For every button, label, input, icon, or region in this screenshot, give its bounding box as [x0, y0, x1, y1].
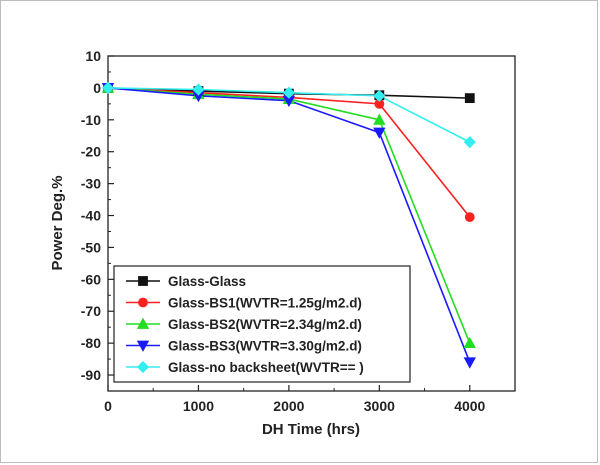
x-axis-label: DH Time (hrs): [262, 421, 360, 438]
data-point-1-4: [464, 212, 475, 223]
data-point-2-3: [373, 113, 386, 125]
x-tick-label: 1000: [183, 398, 214, 414]
series-markers: [101, 81, 476, 369]
data-point-4-0: [101, 81, 115, 94]
legend-marker-0: [138, 276, 148, 286]
legend: Glass-Glass Glass-BS1(WVTR=1.25g/m2.d) Gla…: [113, 265, 411, 383]
legend-marker-3: [136, 340, 150, 352]
legend-label-0: Glass-Glass: [168, 274, 246, 289]
y-tick-label: -20: [81, 144, 101, 160]
x-tick-label: 4000: [454, 398, 485, 414]
x-tick-label: 0: [104, 398, 112, 414]
y-tick-label: -10: [81, 112, 101, 128]
y-tick-label: -70: [81, 303, 101, 319]
y-tick-label: -50: [81, 239, 101, 255]
legend-label-2: Glass-BS2(WVTR=2.34g/m2.d): [168, 317, 362, 332]
legend-label-3: Glass-BS3(WVTR=3.30g/m2.d): [168, 339, 362, 354]
data-point-4-1: [192, 83, 205, 96]
y-tick-label: 0: [93, 80, 101, 96]
x-axis: 0 1000 2000 3000 4000: [104, 385, 486, 414]
data-point-4-3: [373, 89, 386, 102]
legend-marker-4: [136, 360, 150, 374]
legend-marker-1: [138, 297, 148, 308]
y-axis: 10 0 -10 -20 -30 -40 -50 -60 -70 -80 -90: [81, 48, 114, 383]
data-point-3-3: [373, 127, 386, 139]
data-point-0-4: [464, 93, 475, 104]
data-point-2-4: [463, 336, 476, 349]
legend-marker-2: [136, 317, 150, 329]
y-tick-label: -90: [81, 367, 101, 383]
data-point-3-4: [463, 357, 476, 369]
y-tick-label: -80: [81, 335, 101, 351]
x-tick-label: 3000: [364, 398, 395, 414]
y-axis-label: Power Deg.%: [49, 175, 66, 270]
data-point-4-4: [463, 136, 476, 149]
y-tick-label: 10: [85, 48, 101, 64]
legend-label-1: Glass-BS1(WVTR=1.25g/m2.d): [168, 296, 362, 311]
legend-label-4: Glass-no backsheet(WVTR== ): [168, 360, 364, 375]
data-point-4-2: [282, 86, 295, 99]
legend-box: [113, 265, 411, 383]
x-tick-label: 2000: [273, 398, 304, 414]
y-tick-label: -60: [81, 271, 101, 287]
y-tick-label: -40: [81, 208, 101, 224]
y-tick-label: -30: [81, 176, 101, 192]
